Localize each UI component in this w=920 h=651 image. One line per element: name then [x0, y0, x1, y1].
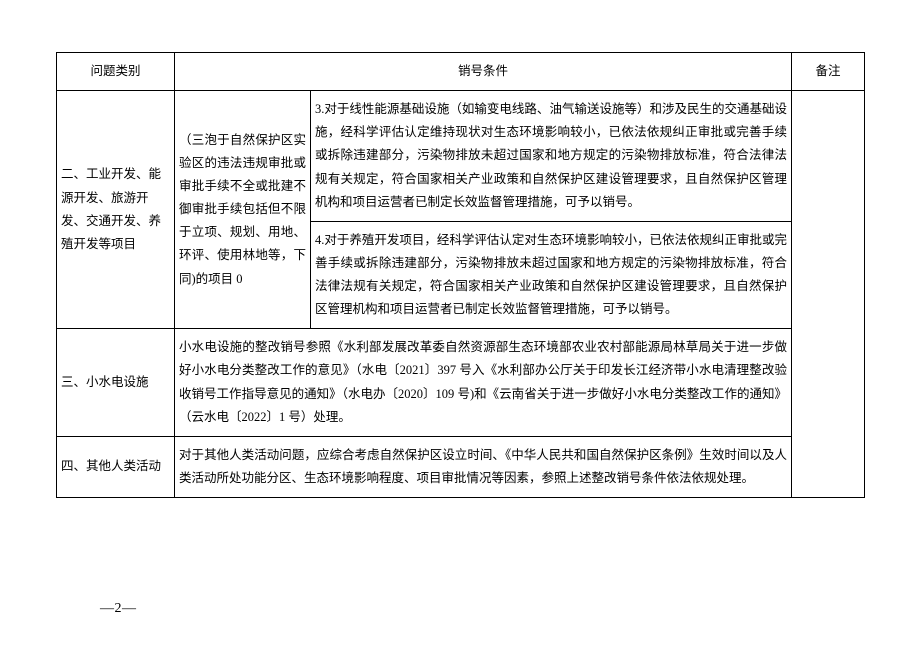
cell-condition-4: 4.对于养殖开发项目，经科学评估认定对生态环境影响较小，已依法依规纠正审批或完善… — [311, 221, 792, 329]
table-row: 二、工业开发、能源开发、旅游开发、交通开发、养殖开发等项目 （三泡于自然保护区实… — [57, 91, 865, 222]
header-remark: 备注 — [792, 53, 865, 91]
page-number: —2— — [100, 601, 137, 617]
cell-condition-other: 对于其他人类活动问题，应综合考虑自然保护区设立时间、《中华人民共和国自然保护区条… — [175, 436, 792, 497]
cell-remark-empty — [792, 91, 865, 498]
cell-category-2: 二、工业开发、能源开发、旅游开发、交通开发、养殖开发等项目 — [57, 91, 175, 329]
table-row: 四、其他人类活动 对于其他人类活动问题，应综合考虑自然保护区设立时间、《中华人民… — [57, 436, 865, 497]
header-category: 问题类别 — [57, 53, 175, 91]
table-row: 三、小水电设施 小水电设施的整改销号参照《水利部发展改革委自然资源部生态环境部农… — [57, 329, 865, 437]
header-condition: 销号条件 — [175, 53, 792, 91]
table-header-row: 问题类别 销号条件 备注 — [57, 53, 865, 91]
cell-condition-3: 3.对于线性能源基础设施（如输变电线路、油气输送设施等）和涉及民生的交通基础设施… — [311, 91, 792, 222]
cell-subitem: （三泡于自然保护区实验区的违法违规审批或审批手续不全或批建不御审批手续包括但不限… — [175, 91, 311, 329]
cell-category-4: 四、其他人类活动 — [57, 436, 175, 497]
cell-condition-hydro: 小水电设施的整改销号参照《水利部发展改革委自然资源部生态环境部农业农村部能源局林… — [175, 329, 792, 437]
conditions-table: 问题类别 销号条件 备注 二、工业开发、能源开发、旅游开发、交通开发、养殖开发等… — [56, 52, 865, 498]
cell-category-3: 三、小水电设施 — [57, 329, 175, 437]
